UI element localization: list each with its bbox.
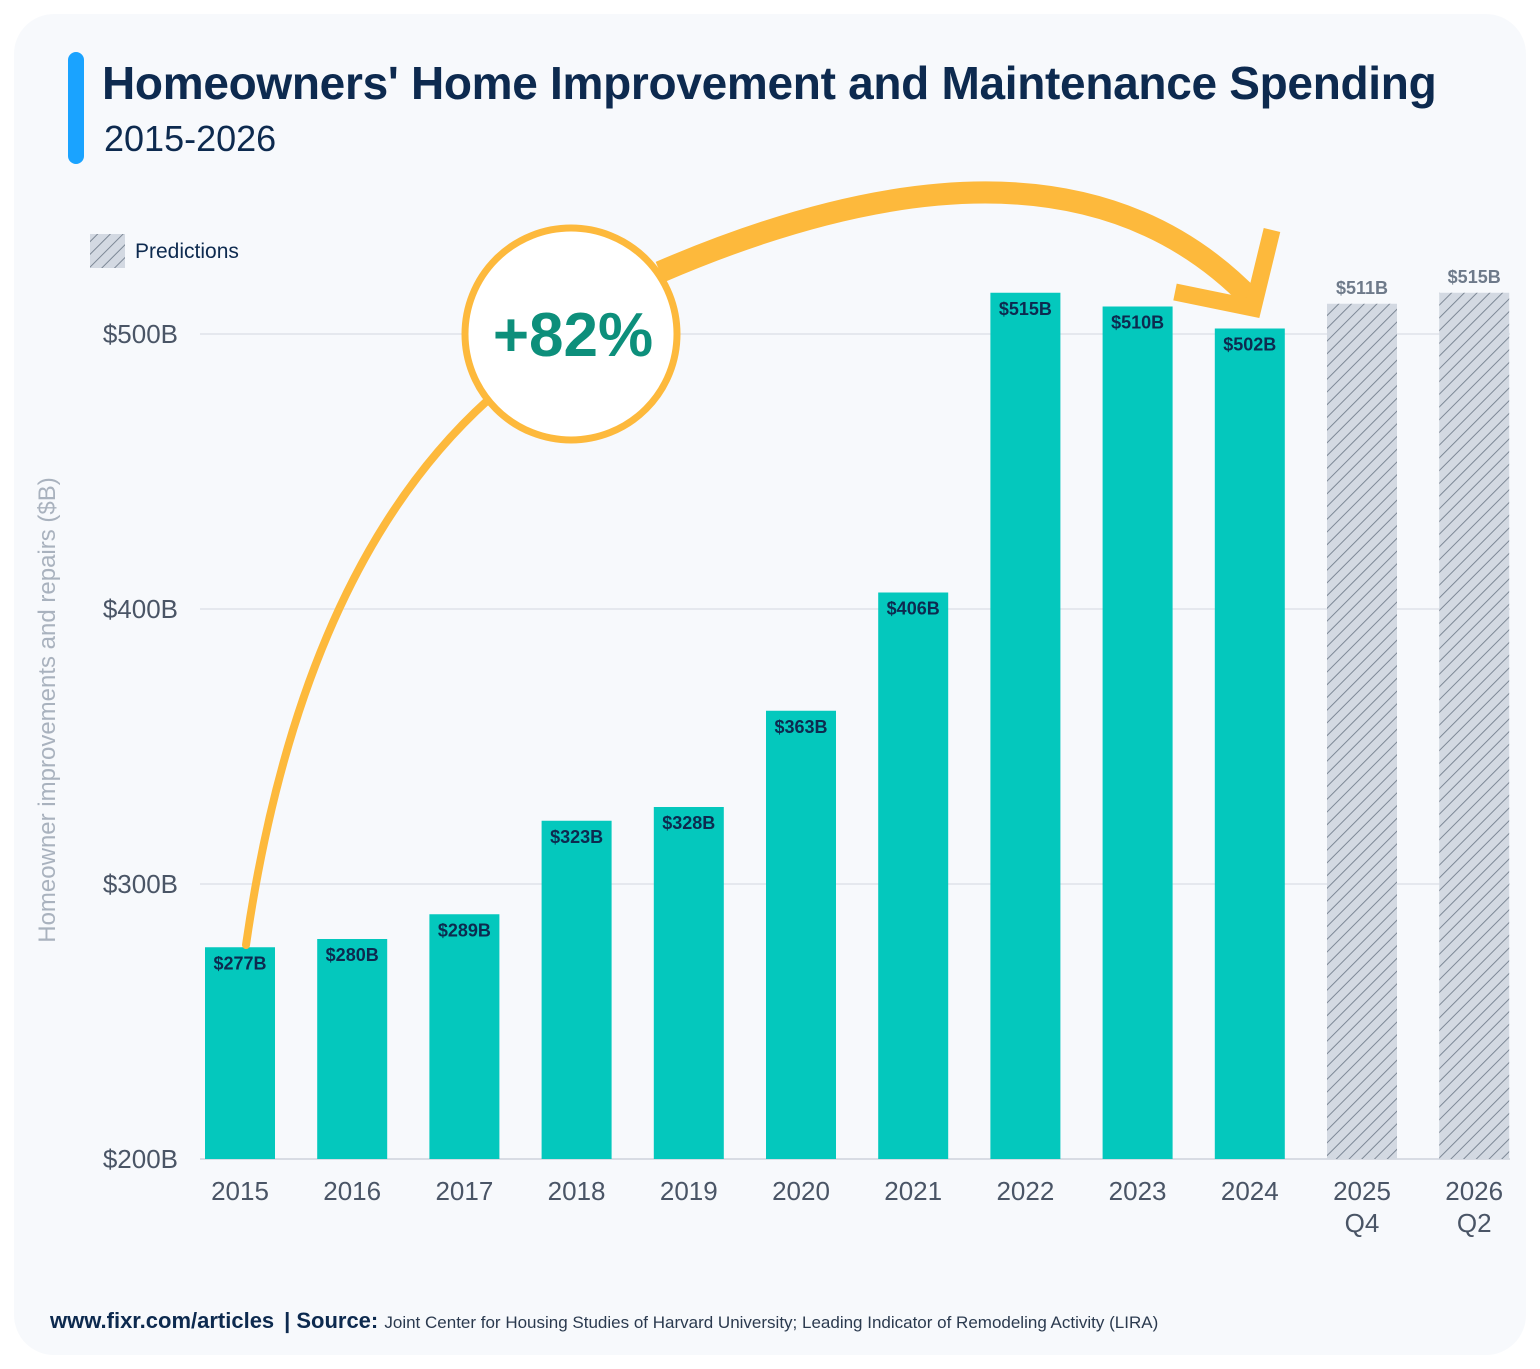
chart-subtitle: 2015-2026 bbox=[104, 118, 277, 159]
title-accent-bar bbox=[68, 52, 84, 164]
bar bbox=[205, 947, 275, 1159]
footer-site-link[interactable]: www.fixr.com/articles bbox=[50, 1308, 275, 1333]
bar bbox=[317, 939, 388, 1159]
growth-label: +82% bbox=[493, 301, 653, 370]
bar-value-label: $363B bbox=[774, 717, 827, 737]
x-tick-label: 2015 bbox=[211, 1176, 269, 1206]
x-tick-label: 2023 bbox=[1109, 1176, 1167, 1206]
growth-arrow-curve-lower bbox=[242, 396, 492, 949]
footer-source-label: Source: bbox=[296, 1308, 379, 1333]
bar-value-label: $289B bbox=[438, 920, 491, 940]
x-tick-label: 2026 bbox=[1445, 1176, 1503, 1206]
x-tick-label: 2025 bbox=[1333, 1176, 1391, 1206]
legend-label-predictions: Predictions bbox=[135, 240, 239, 263]
legend: Predictions bbox=[90, 234, 239, 268]
bar-value-label: $328B bbox=[662, 813, 715, 833]
bar-value-label: $515B bbox=[1448, 267, 1501, 287]
bar bbox=[990, 292, 1061, 1159]
bar-value-label: $406B bbox=[887, 599, 940, 619]
y-tick-label: $200B bbox=[103, 1144, 178, 1174]
y-tick-label: $500B bbox=[103, 319, 178, 349]
prediction-bar bbox=[1327, 303, 1397, 1159]
bar bbox=[653, 807, 724, 1159]
growth-arrowhead bbox=[1173, 227, 1281, 318]
bar-value-label: $323B bbox=[550, 827, 603, 847]
footer: www.fixr.com/articles | Source: Joint Cent… bbox=[50, 1308, 1158, 1334]
bar-value-label: $280B bbox=[326, 945, 379, 965]
bar bbox=[1102, 306, 1173, 1159]
footer-separator: | bbox=[284, 1308, 291, 1333]
x-tick-label: 2019 bbox=[660, 1176, 718, 1206]
bar-value-label: $511B bbox=[1336, 278, 1388, 298]
x-tick-label: Q2 bbox=[1457, 1208, 1492, 1238]
x-tick-label: 2016 bbox=[323, 1176, 381, 1206]
x-axis-ticks: 2015 2016 2017 2018 2019 2020 2021 2022 2023 2024… bbox=[211, 1176, 1503, 1238]
footer-source-text: Joint Center for Housing Studies of Harv… bbox=[384, 1313, 1159, 1332]
bar-value-label: $510B bbox=[1111, 313, 1164, 333]
bar-value-label: $515B bbox=[999, 299, 1052, 319]
bar bbox=[1214, 328, 1285, 1159]
bar-value-label: $277B bbox=[213, 953, 266, 973]
growth-arrow-curve-upper bbox=[655, 181, 1260, 308]
bar bbox=[541, 820, 612, 1159]
x-tick-label: 2024 bbox=[1221, 1176, 1279, 1206]
gridlines bbox=[200, 333, 1510, 1160]
x-tick-label: 2022 bbox=[996, 1176, 1054, 1206]
y-axis-label: Homeowner improvements and repairs ($B) bbox=[34, 477, 61, 943]
bar bbox=[429, 914, 500, 1159]
prediction-bar bbox=[1439, 292, 1510, 1159]
y-tick-label: $400B bbox=[103, 594, 178, 624]
x-tick-label: Q4 bbox=[1345, 1208, 1380, 1238]
chart-title: Homeowners' Home Improvement and Mainten… bbox=[102, 57, 1437, 109]
bars: $277B $280B $289B $323B $328B $363B $406B $515B… bbox=[205, 267, 1510, 1159]
growth-annotation: +82% bbox=[242, 181, 1281, 949]
bar-value-label: $502B bbox=[1223, 335, 1276, 355]
y-axis-ticks: $200B $300B $400B $500B bbox=[103, 319, 178, 1174]
legend-swatch-predictions bbox=[90, 234, 125, 268]
x-tick-label: 2017 bbox=[435, 1176, 493, 1206]
x-tick-label: 2021 bbox=[884, 1176, 942, 1206]
bar bbox=[878, 592, 949, 1159]
x-tick-label: 2018 bbox=[548, 1176, 606, 1206]
y-tick-label: $300B bbox=[103, 869, 178, 899]
bar bbox=[766, 710, 836, 1159]
x-tick-label: 2020 bbox=[772, 1176, 830, 1206]
growth-circle bbox=[461, 224, 681, 444]
